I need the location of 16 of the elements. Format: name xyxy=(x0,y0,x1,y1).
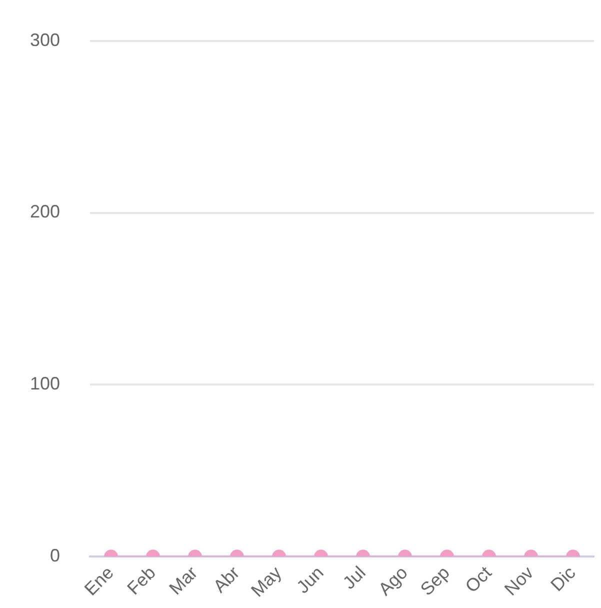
x-tick-label: Oct xyxy=(461,562,496,596)
x-tick-label: Ene xyxy=(80,562,118,600)
x-tick-label: Mar xyxy=(165,562,202,599)
x-tick-label: Nov xyxy=(500,562,538,600)
x-tick-label: Jun xyxy=(292,562,328,598)
x-tick-label: Feb xyxy=(123,562,160,599)
x-tick-label: Abr xyxy=(209,562,244,596)
x-tick-label: Ago xyxy=(374,562,412,600)
y-tick-label: 300 xyxy=(30,30,60,50)
x-tick-label: Jul xyxy=(338,562,370,593)
x-tick-label: Sep xyxy=(416,562,454,600)
x-tick-label: Dic xyxy=(546,562,580,596)
x-tick-label: May xyxy=(247,562,286,601)
y-tick-label: 200 xyxy=(30,202,60,222)
y-tick-label: 100 xyxy=(30,374,60,394)
y-tick-label: 0 xyxy=(50,546,60,566)
